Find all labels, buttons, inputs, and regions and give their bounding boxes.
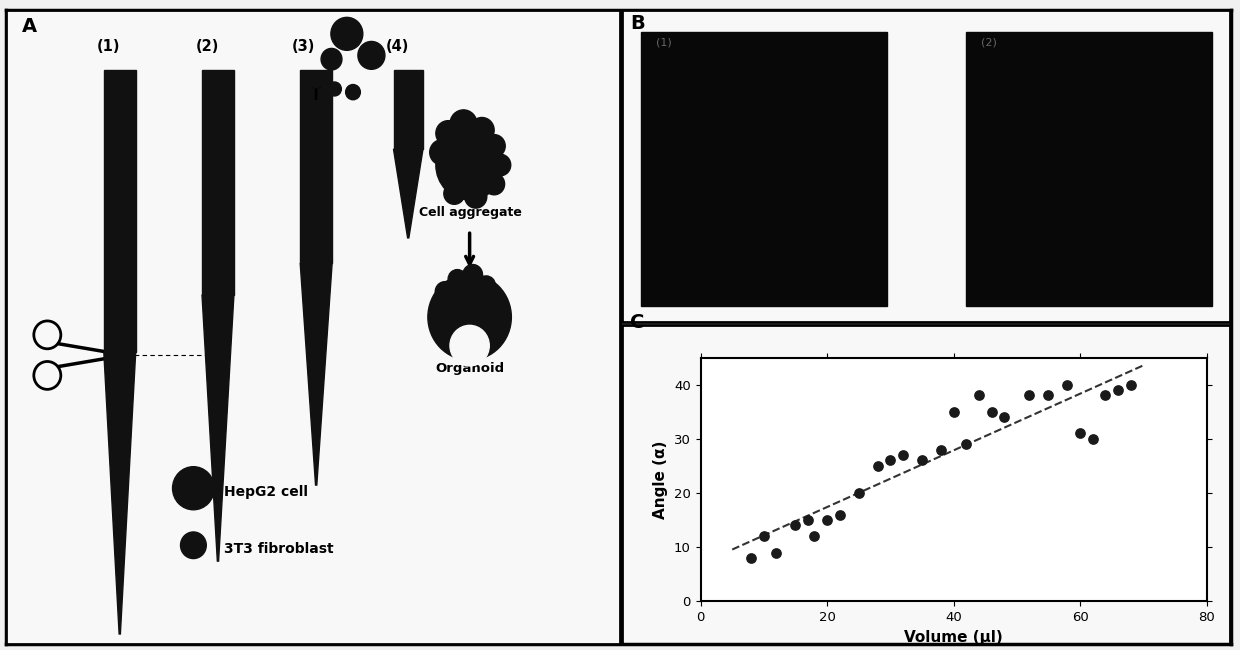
Circle shape	[309, 72, 324, 88]
Polygon shape	[393, 70, 423, 150]
Circle shape	[487, 292, 505, 310]
Y-axis label: Angle (α): Angle (α)	[653, 440, 668, 519]
Point	[1038, 390, 1058, 400]
Circle shape	[346, 84, 361, 99]
Polygon shape	[202, 70, 234, 295]
Point	[742, 552, 761, 563]
Circle shape	[490, 154, 511, 176]
Point	[880, 455, 900, 465]
Point	[868, 461, 888, 471]
Text: B: B	[630, 14, 645, 33]
Point	[817, 515, 837, 525]
Circle shape	[463, 265, 482, 285]
Circle shape	[430, 140, 454, 165]
Circle shape	[358, 42, 384, 70]
Circle shape	[470, 118, 495, 143]
Circle shape	[428, 274, 511, 360]
Point	[1109, 385, 1128, 395]
Text: A: A	[21, 17, 37, 36]
Polygon shape	[300, 70, 332, 263]
Text: (3): (3)	[291, 39, 315, 54]
Point	[805, 531, 825, 541]
Text: (2): (2)	[195, 39, 218, 54]
Point	[754, 531, 774, 541]
Point	[982, 406, 1002, 417]
Point	[968, 390, 988, 400]
Polygon shape	[300, 263, 332, 485]
Point	[931, 445, 951, 455]
Circle shape	[436, 130, 503, 200]
Circle shape	[181, 532, 206, 558]
Circle shape	[435, 281, 455, 302]
Bar	[966, 32, 1211, 306]
Circle shape	[172, 467, 215, 510]
Text: Cell aggregate: Cell aggregate	[419, 205, 522, 218]
Text: HepG2 cell: HepG2 cell	[224, 485, 308, 499]
Point	[944, 406, 963, 417]
Circle shape	[444, 183, 465, 204]
Point	[1121, 380, 1141, 390]
Text: (2): (2)	[981, 38, 997, 47]
Polygon shape	[202, 295, 234, 561]
Circle shape	[331, 18, 363, 50]
Circle shape	[484, 174, 505, 195]
Point	[893, 450, 913, 460]
Text: C: C	[630, 313, 645, 332]
Point	[956, 439, 976, 449]
Point	[1095, 390, 1115, 400]
Text: (4): (4)	[386, 39, 409, 54]
Circle shape	[484, 135, 505, 157]
Polygon shape	[393, 150, 423, 238]
Point	[766, 547, 786, 558]
Point	[1083, 434, 1102, 444]
Circle shape	[327, 82, 341, 96]
Point	[799, 515, 818, 525]
Circle shape	[477, 276, 496, 295]
Circle shape	[450, 110, 477, 138]
Circle shape	[465, 185, 487, 208]
Point	[1058, 380, 1078, 390]
Point	[994, 412, 1014, 423]
Circle shape	[317, 91, 330, 103]
Circle shape	[448, 270, 466, 289]
Text: (1): (1)	[656, 38, 672, 47]
Text: Organoid: Organoid	[436, 362, 505, 375]
Circle shape	[435, 121, 460, 146]
X-axis label: Volume (μl): Volume (μl)	[904, 630, 1003, 645]
Point	[911, 455, 931, 465]
Bar	[641, 32, 887, 306]
Point	[848, 488, 868, 498]
Circle shape	[321, 48, 342, 70]
Polygon shape	[104, 352, 135, 634]
Polygon shape	[104, 70, 135, 352]
Point	[1019, 390, 1039, 400]
Circle shape	[450, 326, 490, 366]
Text: (1): (1)	[97, 39, 120, 54]
Text: 3T3 fibroblast: 3T3 fibroblast	[224, 542, 334, 556]
Point	[786, 520, 806, 530]
Point	[830, 510, 849, 520]
Point	[1070, 428, 1090, 439]
